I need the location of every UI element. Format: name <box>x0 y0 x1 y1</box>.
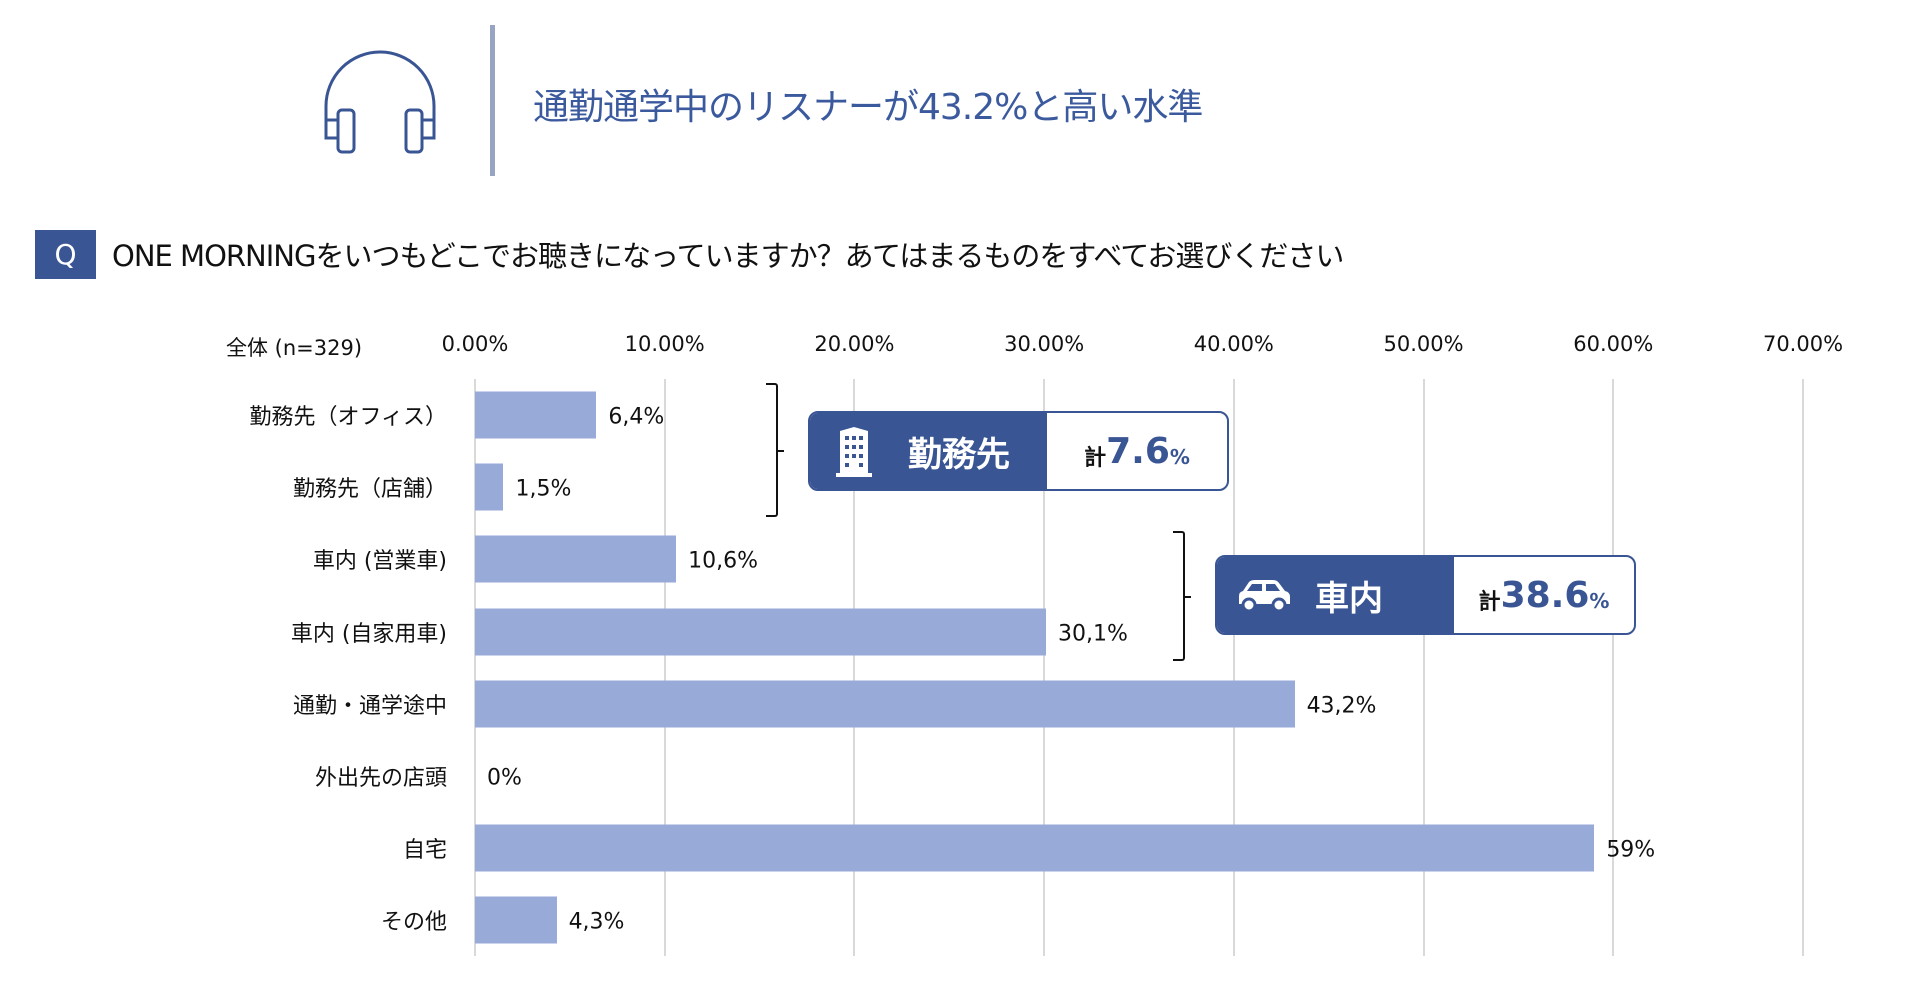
value-label: 43,2% <box>1306 693 1377 719</box>
gridline <box>1422 379 1425 956</box>
value-label: 59% <box>1606 837 1656 863</box>
gridline <box>1232 379 1235 956</box>
category-label: 自宅 <box>402 838 447 864</box>
x-tick-label: 20.00% <box>814 332 895 356</box>
callout-office: 勤務先 計 7.6 % <box>808 411 1229 491</box>
category-label: 外出先の店頭 <box>314 766 447 791</box>
category-label: 勤務先（オフィス） <box>249 405 447 430</box>
gridline <box>474 379 476 956</box>
callout-car-unit: % <box>1589 589 1610 613</box>
bar <box>475 535 677 583</box>
callout-office-label: 勤務先 <box>908 434 1010 475</box>
value-label: 4,3% <box>568 909 625 935</box>
value-label: 1,5% <box>515 476 572 502</box>
bar <box>475 608 1047 656</box>
car-icon <box>1239 580 1290 612</box>
callout-office-prefix: 計 <box>1084 446 1107 471</box>
callout-car-value: 38.6 <box>1500 574 1590 616</box>
category-label: 勤務先（店舗） <box>292 477 447 503</box>
x-tick-label: 50.00% <box>1383 332 1464 356</box>
value-label: 0% <box>487 765 522 791</box>
callout-office-unit: % <box>1169 445 1190 469</box>
bar <box>475 824 1595 872</box>
headphones-icon <box>324 50 436 154</box>
x-tick-label: 10.00% <box>624 332 705 356</box>
x-tick-label: 30.00% <box>1004 332 1085 356</box>
x-tick-label: 40.00% <box>1193 332 1274 356</box>
callout-car-prefix: 計 <box>1478 590 1501 615</box>
gridline <box>663 379 666 956</box>
bar <box>475 896 557 944</box>
bracket-car <box>1173 531 1191 661</box>
callout-car-label: 車内 <box>1315 578 1383 619</box>
category-label: 車内 (自家用車) <box>290 621 447 647</box>
header-divider <box>490 25 495 176</box>
question-text: ONE MORNINGをいつもどこでお聴きになっていますか？あてはまるものをすべ… <box>112 239 1344 273</box>
value-label: 10,6% <box>688 548 758 574</box>
value-label: 6,4% <box>608 404 665 430</box>
building-icon <box>836 427 872 477</box>
x-tick-label: 70.00% <box>1762 332 1844 356</box>
value-label: 30,1% <box>1058 621 1128 647</box>
page-title: 通勤通学中のリスナーが43.2%と高い水準 <box>533 87 1203 128</box>
x-tick-label: 60.00% <box>1573 332 1654 356</box>
gridline <box>1802 379 1804 956</box>
gridline <box>1043 379 1046 956</box>
gridline <box>853 379 856 956</box>
bar <box>475 391 597 439</box>
question-badge: Q <box>35 230 96 279</box>
group-label: 全体 (n=329) <box>226 336 363 360</box>
bar <box>475 463 504 511</box>
category-label: 車内 (営業車) <box>312 549 447 575</box>
category-label: 通勤・通学途中 <box>292 693 447 719</box>
callout-car: 車内 計 38.6 % <box>1215 555 1636 635</box>
x-tick-label: 0.00% <box>441 332 509 356</box>
bracket-office <box>766 383 784 517</box>
gridline <box>1612 379 1615 956</box>
callout-office-value: 7.6 <box>1106 430 1170 472</box>
category-label: その他 <box>380 910 447 936</box>
bar <box>475 680 1295 728</box>
